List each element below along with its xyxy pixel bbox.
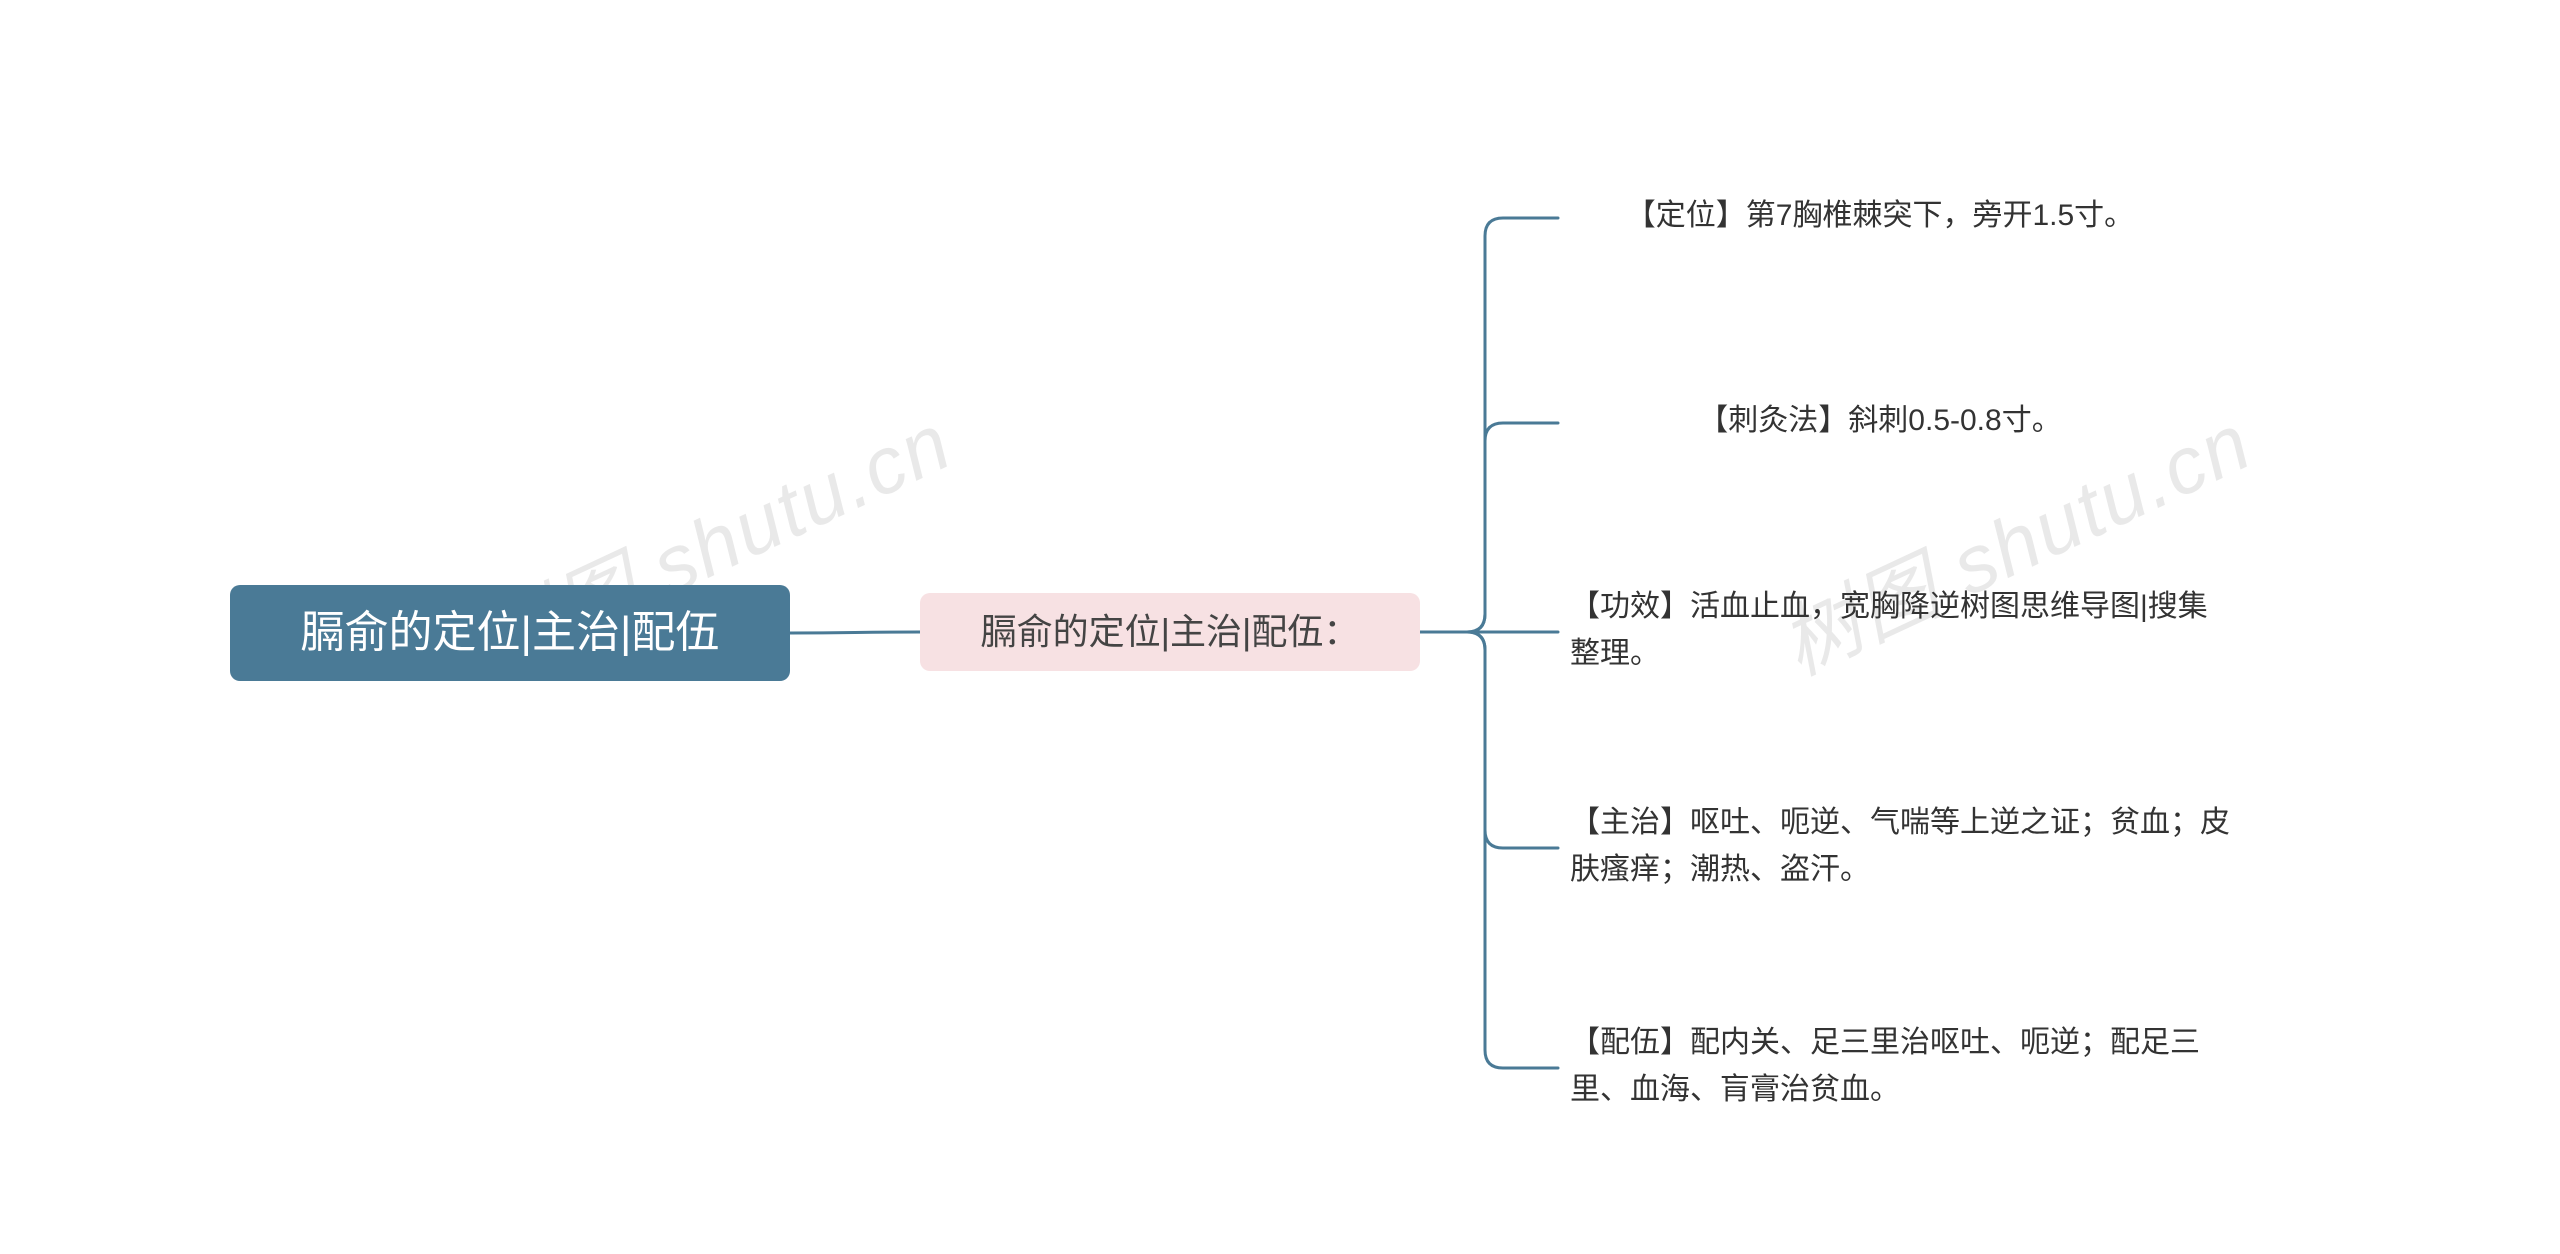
leaf-node-label: 【功效】活血止血，宽胸降逆树图思维导图|搜集整理。 bbox=[1570, 584, 2230, 677]
sub-node: 膈俞的定位|主治|配伍： bbox=[920, 593, 1420, 671]
leaf-node-label: 【定位】第7胸椎棘突下，旁开1.5寸。 bbox=[1626, 193, 2134, 240]
leaf-node-label: 【主治】呕吐、呃逆、气喘等上逆之证；贫血；皮肤瘙痒；潮热、盗汗。 bbox=[1570, 800, 2230, 893]
leaf-node-label: 【配伍】配内关、足三里治呕吐、呃逆；配足三里、血海、肓膏治贫血。 bbox=[1570, 1020, 2230, 1113]
mindmap-container: 树图 shutu.cn 树图 shutu.cn 膈俞的定位|主治|配伍 膈俞的定… bbox=[0, 0, 2560, 1254]
sub-node-label: 膈俞的定位|主治|配伍： bbox=[981, 605, 1360, 659]
leaf-node: 【配伍】配内关、足三里治呕吐、呃逆；配足三里、血海、肓膏治贫血。 bbox=[1570, 1020, 2230, 1113]
root-node-label: 膈俞的定位|主治|配伍 bbox=[301, 600, 720, 666]
leaf-node: 【功效】活血止血，宽胸降逆树图思维导图|搜集整理。 bbox=[1570, 584, 2230, 677]
leaf-node: 【主治】呕吐、呃逆、气喘等上逆之证；贫血；皮肤瘙痒；潮热、盗汗。 bbox=[1570, 800, 2230, 893]
leaf-node: 【刺灸法】斜刺0.5-0.8寸。 bbox=[1570, 398, 2190, 445]
leaf-node: 【定位】第7胸椎棘突下，旁开1.5寸。 bbox=[1570, 193, 2190, 240]
root-node: 膈俞的定位|主治|配伍 bbox=[230, 585, 790, 681]
leaf-node-label: 【刺灸法】斜刺0.5-0.8寸。 bbox=[1698, 398, 2061, 445]
